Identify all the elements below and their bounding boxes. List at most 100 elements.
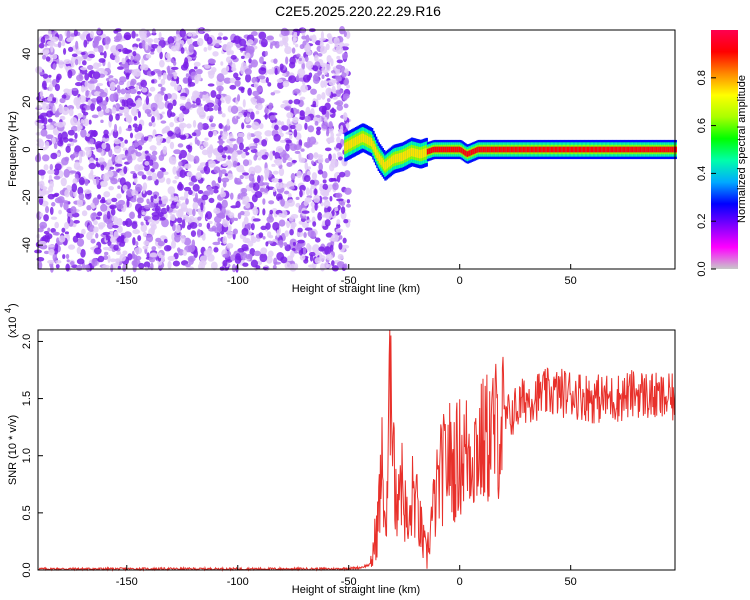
heatmap-cell xyxy=(48,248,55,256)
heatmap-cell xyxy=(277,178,283,183)
heatmap-cell xyxy=(336,55,341,60)
heatmap-cell xyxy=(500,146,503,153)
heatmap-cell xyxy=(54,231,60,236)
heatmap-cell xyxy=(192,208,196,217)
heatmap-cell xyxy=(38,261,43,270)
heatmap-cell xyxy=(589,146,592,153)
heatmap-cell xyxy=(323,79,328,88)
heatmap-cell xyxy=(638,146,641,153)
heatmap-cell xyxy=(205,161,209,168)
heatmap-cell xyxy=(198,260,207,266)
heatmap-cell xyxy=(343,103,349,109)
heatmap-cell xyxy=(324,246,332,256)
heatmap-cell xyxy=(405,150,408,160)
heatmap-cell xyxy=(272,150,276,156)
heatmap-cell xyxy=(580,146,583,153)
heatmap-cell xyxy=(262,182,270,186)
heatmap-cell xyxy=(245,73,252,83)
heatmap-cell xyxy=(65,234,69,238)
heatmap-cell xyxy=(470,149,474,156)
heatmap-cell xyxy=(123,106,130,115)
heatmap-cell xyxy=(334,207,339,212)
heatmap-cell xyxy=(216,222,222,228)
heatmap-cell xyxy=(201,122,209,130)
heatmap-cell xyxy=(237,194,241,200)
heatmap-cell xyxy=(40,36,46,44)
heatmap-cell xyxy=(314,40,322,46)
heatmap-cell xyxy=(299,255,306,261)
heatmap-cell xyxy=(349,139,353,149)
heatmap-cell xyxy=(204,63,211,69)
heatmap-cell xyxy=(124,237,129,243)
heatmap-cell xyxy=(238,142,244,151)
heatmap-cell xyxy=(272,170,279,175)
heatmap-cell xyxy=(381,158,384,167)
heatmap-cell xyxy=(136,90,141,95)
heatmap-cell xyxy=(283,190,290,195)
heatmap-cell xyxy=(153,194,158,199)
heatmap-cell xyxy=(476,147,479,153)
heatmap-cell xyxy=(53,192,60,197)
heatmap-cell xyxy=(307,136,311,144)
heatmap-cell xyxy=(152,121,156,128)
heatmap-cell xyxy=(309,254,314,262)
heatmap-cell xyxy=(201,149,209,156)
heatmap-cell xyxy=(236,136,244,145)
heatmap-cell xyxy=(66,89,74,96)
heatmap-cell xyxy=(113,38,121,43)
heatmap-cell xyxy=(358,134,362,144)
heatmap-cell xyxy=(75,40,79,50)
heatmap-cell xyxy=(216,213,225,217)
heatmap-cell xyxy=(132,172,138,179)
heatmap-cell xyxy=(169,112,176,117)
heatmap-cell xyxy=(52,54,58,60)
heatmap-cell xyxy=(326,54,332,63)
heatmap-cell xyxy=(208,197,215,204)
heatmap-cell xyxy=(147,136,153,142)
colorbar-tick-label: 0.8 xyxy=(696,70,708,85)
heatmap-cell xyxy=(47,259,55,264)
heatmap-cell xyxy=(173,149,181,155)
heatmap-cell xyxy=(178,116,183,123)
heatmap-cell xyxy=(132,264,137,273)
heatmap-cell xyxy=(279,63,284,71)
heatmap-cell xyxy=(320,80,325,89)
heatmap-cell xyxy=(338,242,343,250)
heatmap-cell xyxy=(73,190,77,198)
heatmap-cell xyxy=(329,108,337,114)
heatmap-cell xyxy=(662,146,665,153)
heatmap-cell xyxy=(188,215,195,224)
heatmap-cell xyxy=(276,121,283,126)
heatmap-cell xyxy=(151,246,157,251)
heatmap-cell xyxy=(153,37,160,44)
heatmap-cell xyxy=(92,130,97,138)
heatmap-cell xyxy=(179,28,186,38)
heatmap-cell xyxy=(513,146,516,153)
heatmap-cell xyxy=(654,146,657,153)
heatmap-cell xyxy=(322,183,329,191)
snr-multiplier-exp: 4 xyxy=(3,308,13,313)
heatmap-cell xyxy=(274,151,281,161)
heatmap-cell xyxy=(176,247,181,253)
heatmap-cell xyxy=(606,146,610,153)
heatmap-cell xyxy=(55,110,59,117)
heatmap-cell xyxy=(100,119,104,124)
heatmap-cell xyxy=(324,157,330,164)
heatmap-cell xyxy=(200,202,204,211)
heatmap-cell xyxy=(287,193,292,198)
heatmap-cell xyxy=(235,200,241,209)
heatmap-x-tick-label: 0 xyxy=(457,275,463,287)
heatmap-cell xyxy=(210,123,216,128)
heatmap-cell xyxy=(96,211,103,217)
heatmap-cell xyxy=(213,188,219,194)
heatmap-cell xyxy=(390,156,394,166)
heatmap-cell xyxy=(389,157,392,167)
heatmap-cell xyxy=(259,187,265,193)
heatmap-cell xyxy=(279,239,284,249)
heatmap-cell xyxy=(124,139,128,144)
heatmap-cell xyxy=(255,110,260,115)
heatmap-cell xyxy=(572,146,575,153)
heatmap-cell xyxy=(545,146,548,153)
heatmap-cell xyxy=(492,146,495,153)
heatmap-cell xyxy=(142,245,149,250)
